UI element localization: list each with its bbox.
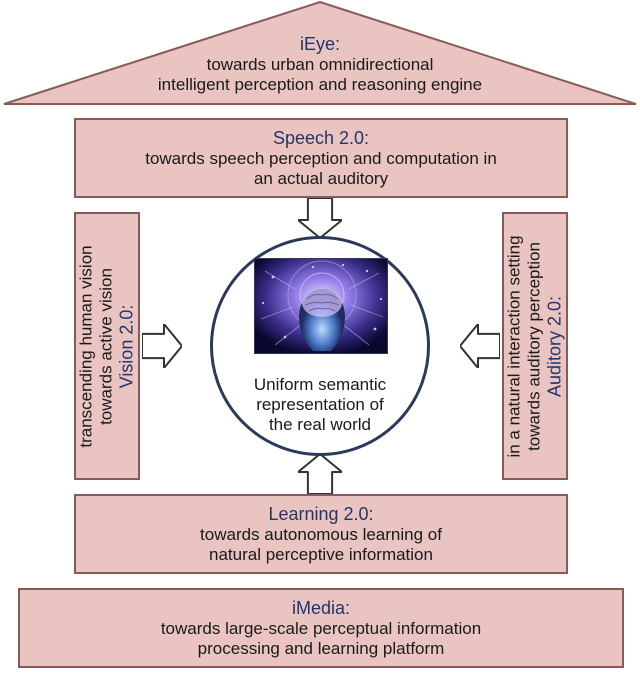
- imedia-box: iMedia: towards large-scale perceptual i…: [18, 588, 624, 668]
- imedia-title: iMedia:: [292, 598, 350, 619]
- diagram-canvas: iEye: towards urban omnidirectional inte…: [0, 0, 640, 673]
- vision-desc-1: towards active vision: [97, 268, 117, 425]
- learning-desc-1: towards autonomous learning of: [200, 525, 442, 545]
- vision-title: Vision 2.0:: [117, 304, 138, 388]
- speech-desc-1: towards speech perception and computatio…: [145, 149, 497, 169]
- center-label-1: Uniform semantic: [254, 375, 386, 395]
- vision-pillar: transcending human vision towards active…: [74, 212, 140, 480]
- center-label-2: representation of: [254, 395, 386, 415]
- learning-box: Learning 2.0: towards autonomous learnin…: [74, 494, 568, 574]
- ieye-title: iEye:: [0, 34, 640, 55]
- roof-text-block: iEye: towards urban omnidirectional inte…: [0, 34, 640, 95]
- speech-box: Speech 2.0: towards speech perception an…: [74, 118, 568, 198]
- center-label-3: the real world: [254, 415, 386, 435]
- arrow-left-icon: [460, 324, 500, 368]
- auditory-desc-1: towards auditory perception: [525, 242, 545, 451]
- vision-desc-2: transcending human vision: [77, 245, 97, 447]
- arrow-down-icon: [298, 198, 342, 238]
- learning-desc-2: natural perceptive information: [209, 545, 433, 565]
- auditory-pillar: in a natural interaction setting towards…: [502, 212, 568, 480]
- brain-image: [254, 258, 388, 354]
- ieye-desc-2: intelligent perception and reasoning eng…: [0, 75, 640, 95]
- auditory-title: Auditory 2.0:: [545, 295, 566, 396]
- arrow-up-icon: [298, 454, 342, 494]
- arrow-right-icon: [142, 324, 182, 368]
- ieye-desc-1: towards urban omnidirectional: [0, 55, 640, 75]
- imedia-desc-2: processing and learning platform: [198, 639, 445, 659]
- imedia-desc-1: towards large-scale perceptual informati…: [161, 619, 481, 639]
- speech-title: Speech 2.0:: [273, 128, 369, 149]
- auditory-desc-2: in a natural interaction setting: [505, 235, 525, 457]
- speech-desc-2: an actual auditory: [254, 169, 388, 189]
- learning-title: Learning 2.0:: [268, 504, 373, 525]
